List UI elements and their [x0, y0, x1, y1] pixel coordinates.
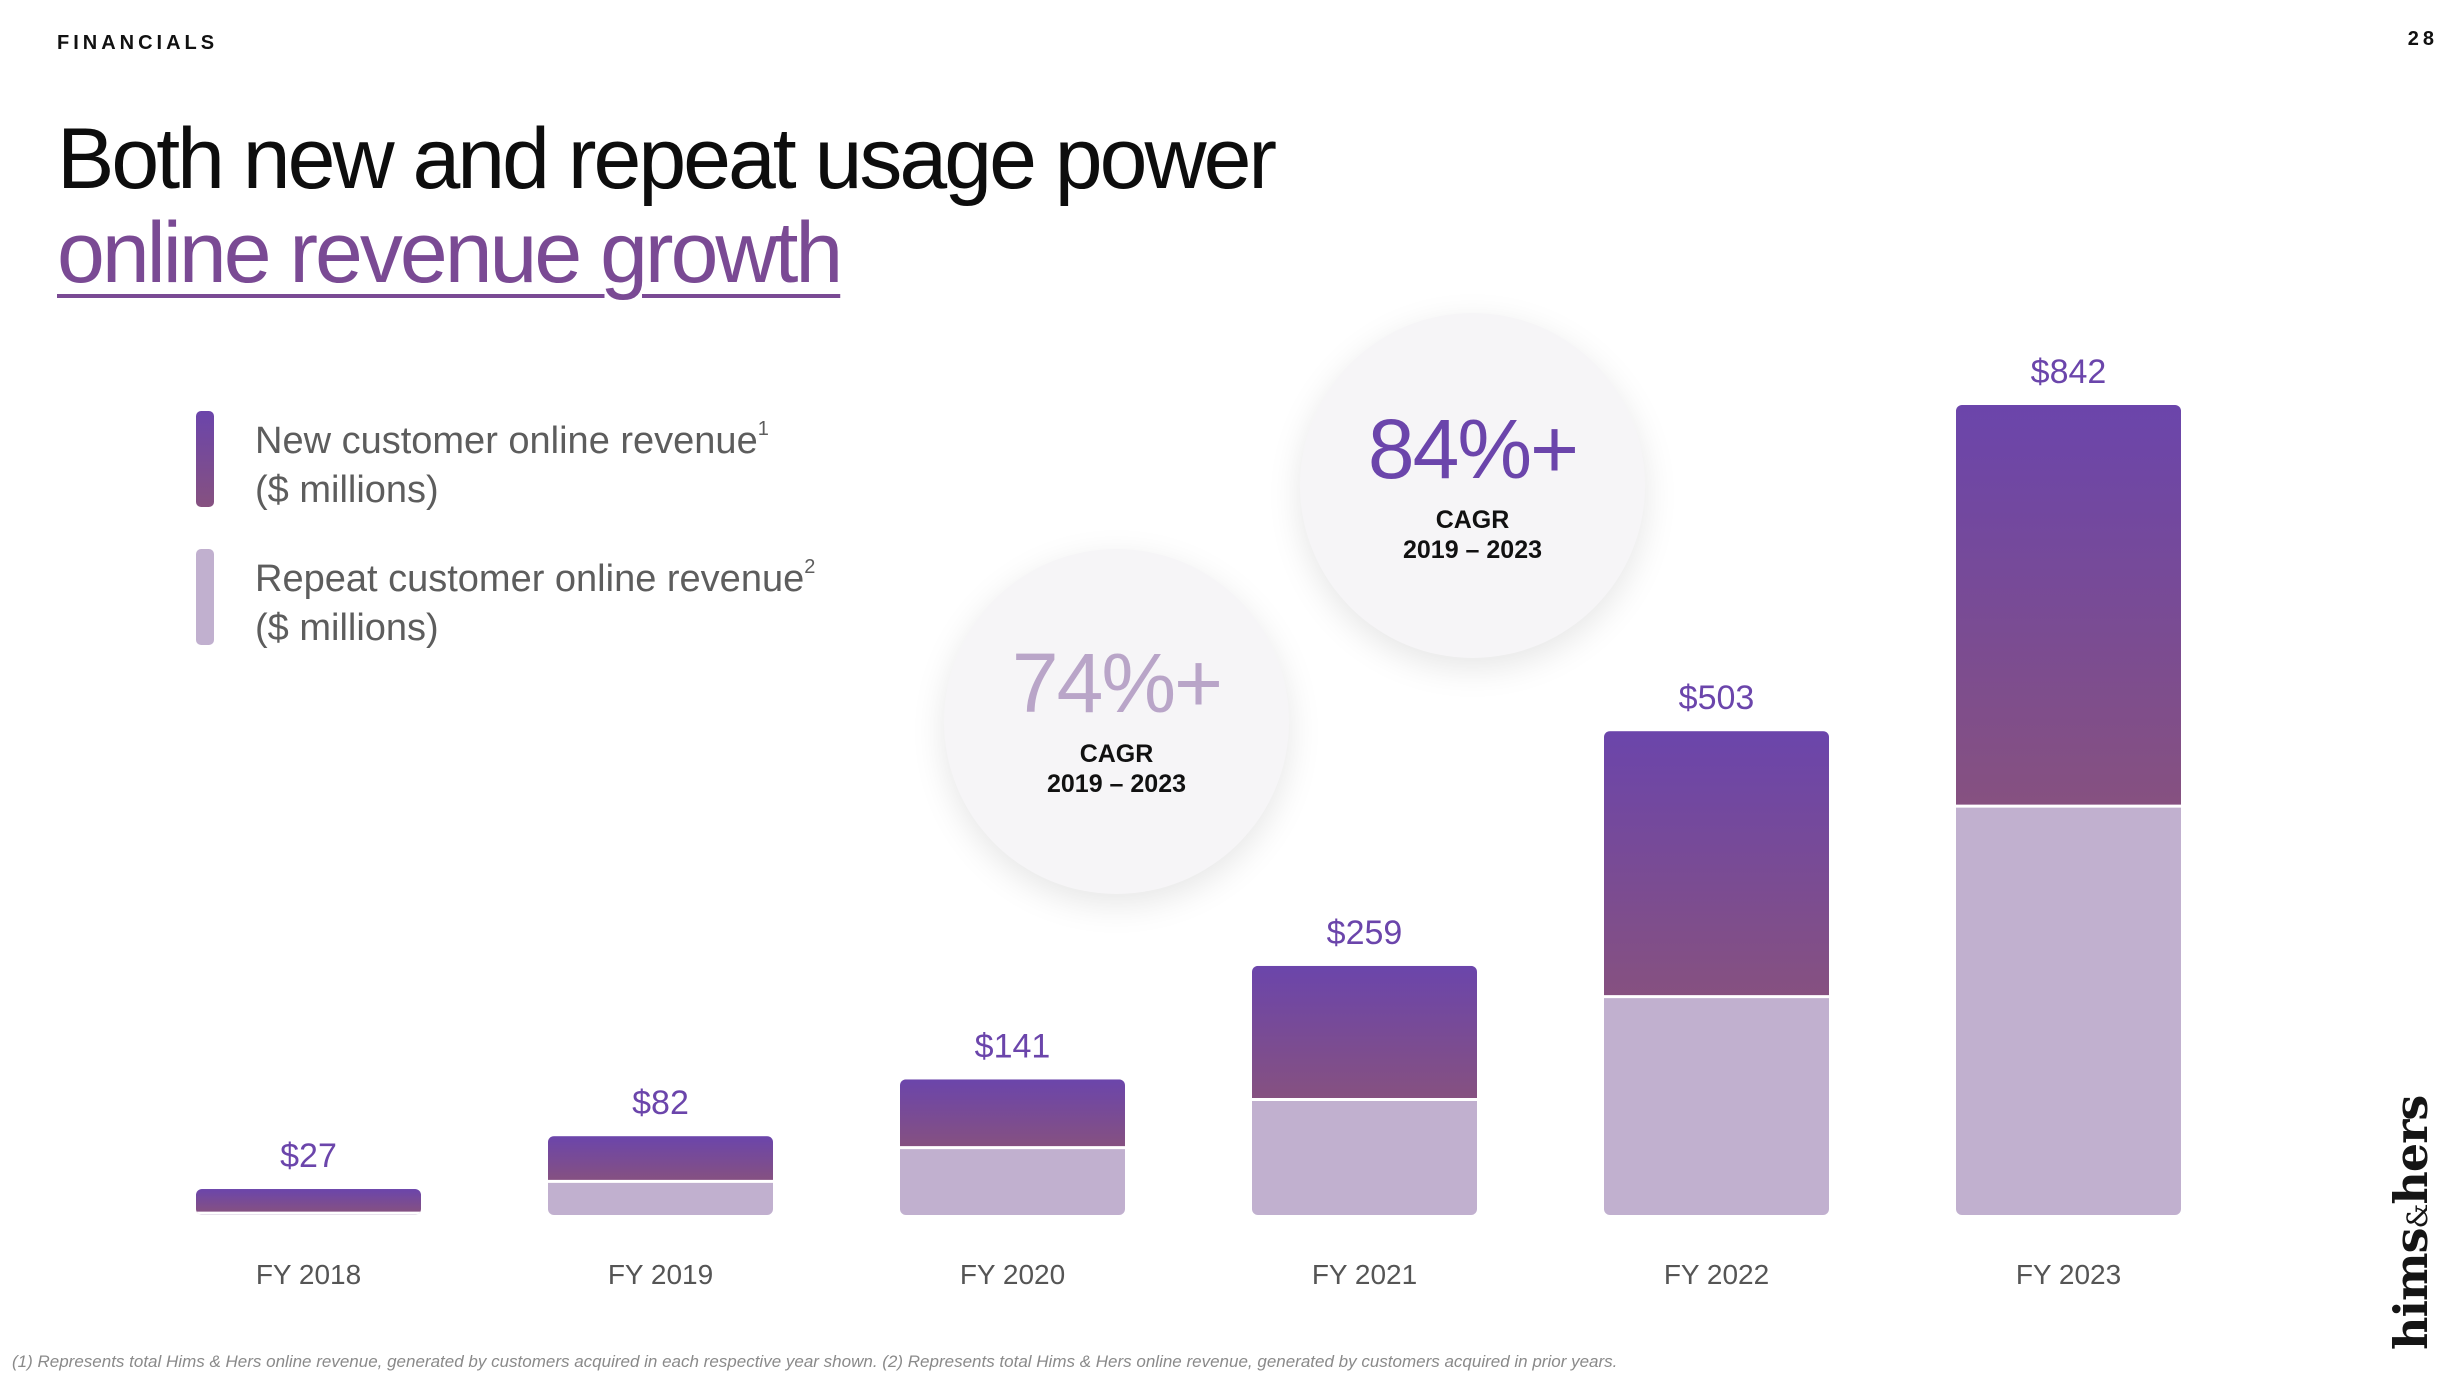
bar-total-label-4: $503 — [1679, 679, 1755, 717]
x-tick-label-2: FY 2020 — [960, 1259, 1065, 1290]
cagr-callout-new: 84%+ CAGR 2019 – 2023 — [1300, 313, 1645, 658]
bar-repeat-4 — [1604, 996, 1829, 1215]
cagr-callout-total: 74%+ CAGR 2019 – 2023 — [944, 549, 1289, 894]
title-line-2: online revenue growth — [57, 205, 843, 301]
bar-total-label-1: $82 — [632, 1084, 689, 1122]
bar-repeat-5 — [1956, 806, 2181, 1215]
title-line-1: Both new and repeat usage power — [57, 111, 1277, 207]
legend-note-new: 1 — [757, 418, 769, 440]
legend-unit-repeat: ($ millions) — [255, 607, 439, 649]
bar-group-4 — [1604, 731, 1829, 1215]
legend-label-new: New customer online revenue — [255, 420, 758, 462]
cagr-total-label: CAGR — [1079, 740, 1154, 768]
bar-group-3 — [1252, 965, 1477, 1215]
bar-group-5 — [1956, 405, 2181, 1215]
section-label: FINANCIALS — [57, 32, 219, 54]
bar-repeat-1 — [548, 1181, 773, 1215]
footnote: (1) Represents total Hims & Hers online … — [12, 1352, 1618, 1371]
cagr-new-range: 2019 – 2023 — [1402, 536, 1543, 564]
bar-new-1 — [548, 1136, 773, 1182]
legend-text-new: New customer online revenue1 ($ millions… — [255, 405, 769, 515]
cagr-new-value: 84%+ — [1367, 402, 1579, 496]
x-tick-label-3: FY 2021 — [1312, 1259, 1417, 1290]
legend-swatch-new — [196, 411, 214, 507]
bar-repeat-2 — [900, 1147, 1125, 1215]
legend-text-repeat: Repeat customer online revenue2 ($ milli… — [255, 543, 815, 653]
bar-total-label-5: $842 — [2031, 353, 2107, 391]
bar-new-5 — [1956, 405, 2181, 807]
brand-logo: hims&hers — [2384, 1095, 2438, 1350]
legend-note-repeat: 2 — [804, 556, 816, 578]
cagr-new-label: CAGR — [1435, 506, 1510, 534]
legend-unit-new: ($ millions) — [255, 469, 439, 511]
x-tick-label-4: FY 2022 — [1664, 1259, 1769, 1290]
x-tick-label-5: FY 2023 — [2016, 1259, 2121, 1290]
x-tick-label-1: FY 2019 — [608, 1259, 713, 1290]
cagr-total-range: 2019 – 2023 — [1046, 770, 1187, 798]
x-tick-label-0: FY 2018 — [256, 1259, 361, 1290]
bar-total-label-3: $259 — [1327, 914, 1403, 952]
bar-new-0 — [196, 1189, 421, 1214]
cagr-total-value: 74%+ — [1011, 636, 1223, 730]
bar-repeat-3 — [1252, 1099, 1477, 1215]
legend-swatch-repeat — [196, 549, 214, 645]
legend-label-repeat: Repeat customer online revenue — [255, 558, 805, 600]
bar-new-4 — [1604, 731, 1829, 997]
bar-total-label-0: $27 — [280, 1137, 337, 1175]
bar-group-1 — [548, 1136, 773, 1215]
bars-layer: $27 FY 2018 $82 FY 2019 $141 FY 2020 $259 FY 20… — [196, 353, 2181, 1290]
bar-new-2 — [900, 1079, 1125, 1148]
bar-total-label-2: $141 — [975, 1027, 1051, 1065]
bar-group-0 — [196, 1189, 421, 1215]
bar-new-3 — [1252, 965, 1477, 1100]
bar-group-2 — [900, 1079, 1125, 1215]
page-number: 28 — [2407, 28, 2438, 50]
slide-title: Both new and repeat usage power online r… — [57, 111, 1277, 301]
